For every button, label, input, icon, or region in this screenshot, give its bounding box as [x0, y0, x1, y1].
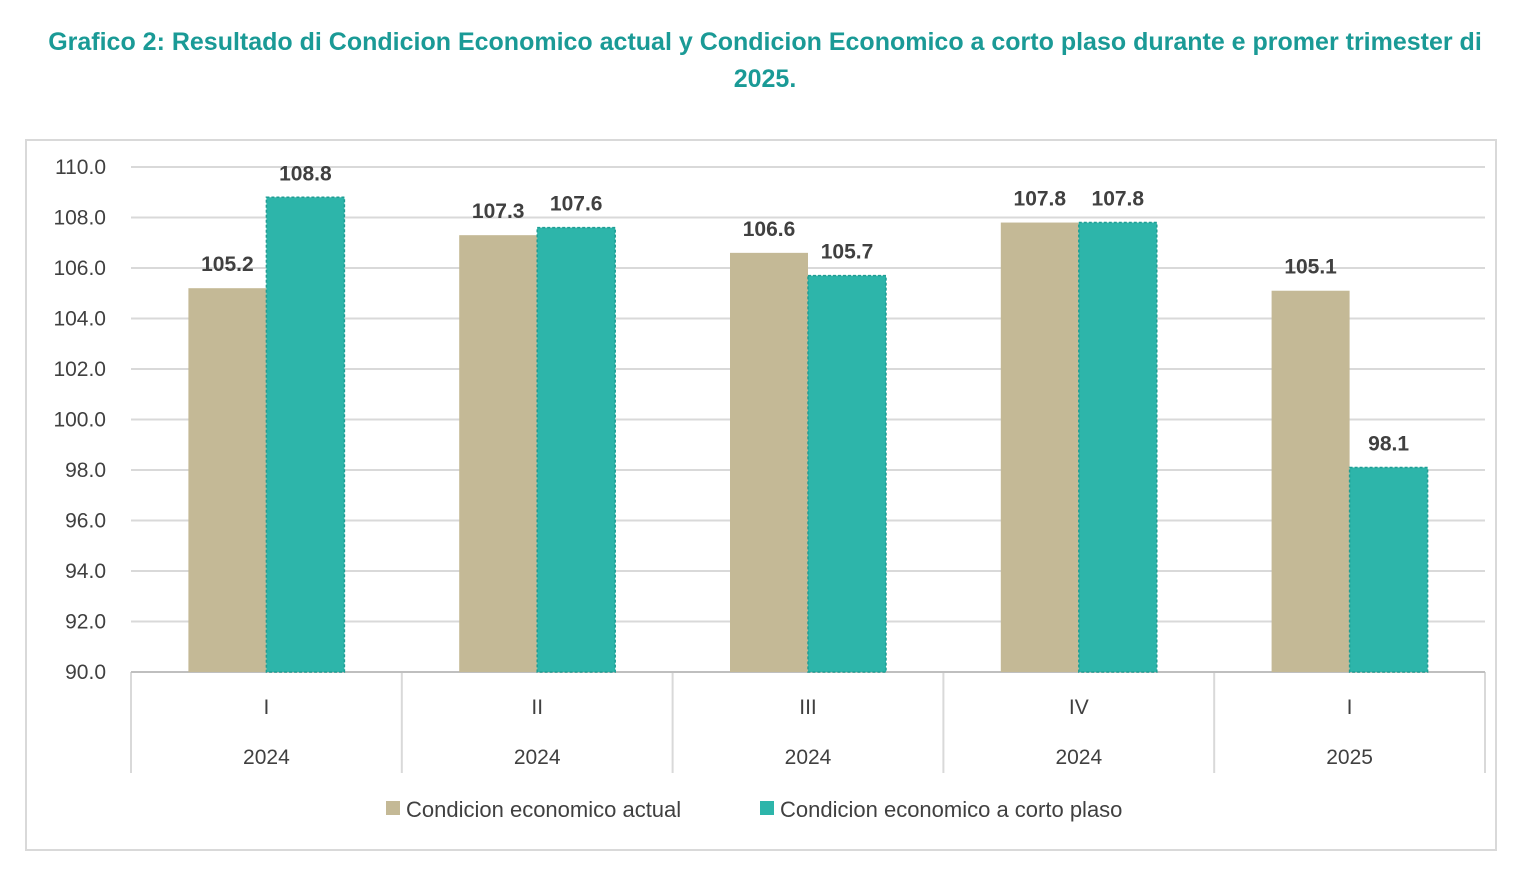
y-tick-label: 106.0: [53, 257, 106, 280]
y-tick-label: 90.0: [65, 661, 106, 684]
data-label: 107.8: [1092, 188, 1145, 211]
bar: [1078, 221, 1158, 673]
chart-title-line-2: 2025.: [733, 65, 797, 93]
chart-title: Grafico 2: Resultado di Condicion Econom…: [0, 24, 1530, 98]
data-label: 106.6: [743, 218, 796, 241]
bar: [1000, 222, 1079, 673]
legend-swatch: [760, 801, 774, 815]
x-tick-label-quarter: III: [799, 696, 817, 719]
data-label: 107.3: [472, 200, 525, 223]
y-tick-label: 96.0: [65, 510, 106, 533]
bar: [265, 196, 346, 673]
x-tick-label-year: 2024: [514, 746, 561, 769]
y-tick-label: 94.0: [65, 560, 106, 583]
data-label: 107.8: [1014, 188, 1067, 211]
y-tick-label: 98.0: [65, 459, 106, 482]
x-tick-label-quarter: II: [531, 696, 543, 719]
x-tick-label-quarter: IV: [1069, 696, 1089, 719]
legend-swatch: [386, 801, 400, 815]
x-tick-label-year: 2025: [1326, 746, 1373, 769]
y-tick-label: 100.0: [53, 409, 106, 432]
bar: [807, 274, 887, 673]
bar: [459, 235, 538, 673]
bar: [730, 252, 808, 672]
legend-label: Condicion economico a corto plaso: [780, 797, 1122, 822]
bar: [188, 288, 267, 672]
x-tick-label-year: 2024: [785, 746, 832, 769]
x-tick-label-quarter: I: [1347, 696, 1353, 719]
data-label: 107.6: [550, 193, 603, 216]
y-tick-label: 102.0: [53, 358, 106, 381]
x-tick-label-year: 2024: [243, 746, 290, 769]
y-tick-label: 104.0: [53, 308, 106, 331]
y-tick-label: 92.0: [65, 611, 106, 634]
data-label: 105.7: [821, 241, 874, 264]
data-label: 108.8: [279, 162, 332, 185]
legend-label: Condicion economico actual: [406, 797, 681, 822]
bar: [1271, 290, 1350, 672]
x-tick-label-quarter: I: [263, 696, 269, 719]
data-label: 105.2: [201, 253, 254, 276]
x-tick-label-year: 2024: [1055, 746, 1102, 769]
data-label: 98.1: [1368, 432, 1409, 455]
bar: [536, 226, 616, 673]
y-tick-label: 108.0: [53, 207, 106, 230]
bar: [1348, 466, 1429, 673]
chart-title-line-1: Grafico 2: Resultado di Condicion Econom…: [48, 28, 1482, 56]
y-tick-label: 110.0: [55, 156, 106, 179]
data-label: 105.1: [1284, 256, 1337, 279]
